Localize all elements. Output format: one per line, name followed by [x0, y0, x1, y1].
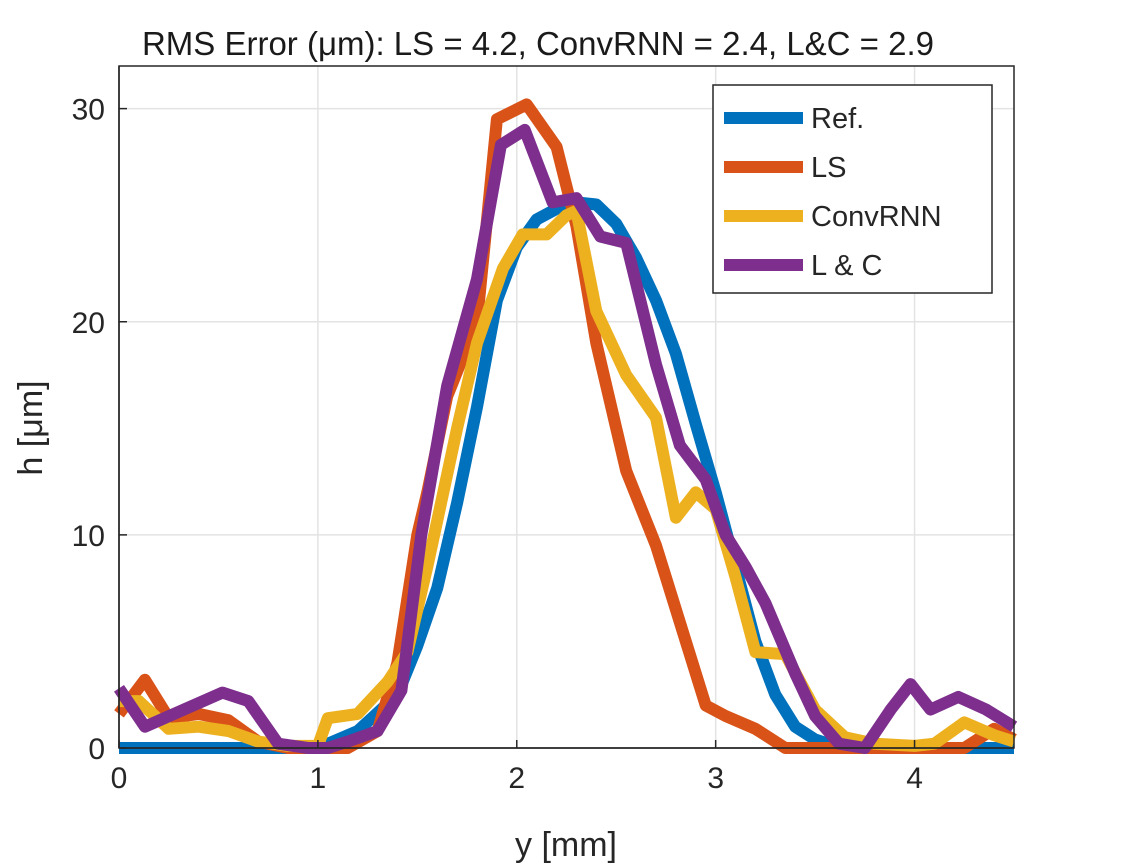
x-tick-label-0: 0 [111, 762, 128, 795]
y-axis-label: h [μm] [12, 380, 50, 475]
y-tick-label-0: 0 [88, 733, 105, 766]
legend-label-3: L & C [811, 250, 882, 282]
chart-title: RMS Error (μm): LS = 4.2, ConvRNN = 2.4,… [142, 25, 934, 62]
y-tick-label-1: 10 [72, 520, 105, 553]
y-tick-label-2: 20 [72, 307, 105, 340]
x-tick-label-2: 2 [508, 762, 525, 795]
legend: Ref. LS ConvRNN L & C [712, 84, 993, 294]
y-tick-label-3: 30 [72, 94, 105, 127]
legend-label-2: ConvRNN [811, 201, 942, 233]
legend-label-0: Ref. [811, 103, 864, 135]
x-tick-label-4: 4 [906, 762, 923, 795]
x-tick-label-1: 1 [310, 762, 327, 795]
x-axis-label: y [mm] [515, 826, 617, 864]
series-line-ref [119, 196, 1014, 754]
ticks: 0 1 2 3 4 0 10 20 30 [72, 66, 1014, 795]
x-tick-label-3: 3 [707, 762, 724, 795]
legend-label-1: LS [811, 152, 846, 184]
